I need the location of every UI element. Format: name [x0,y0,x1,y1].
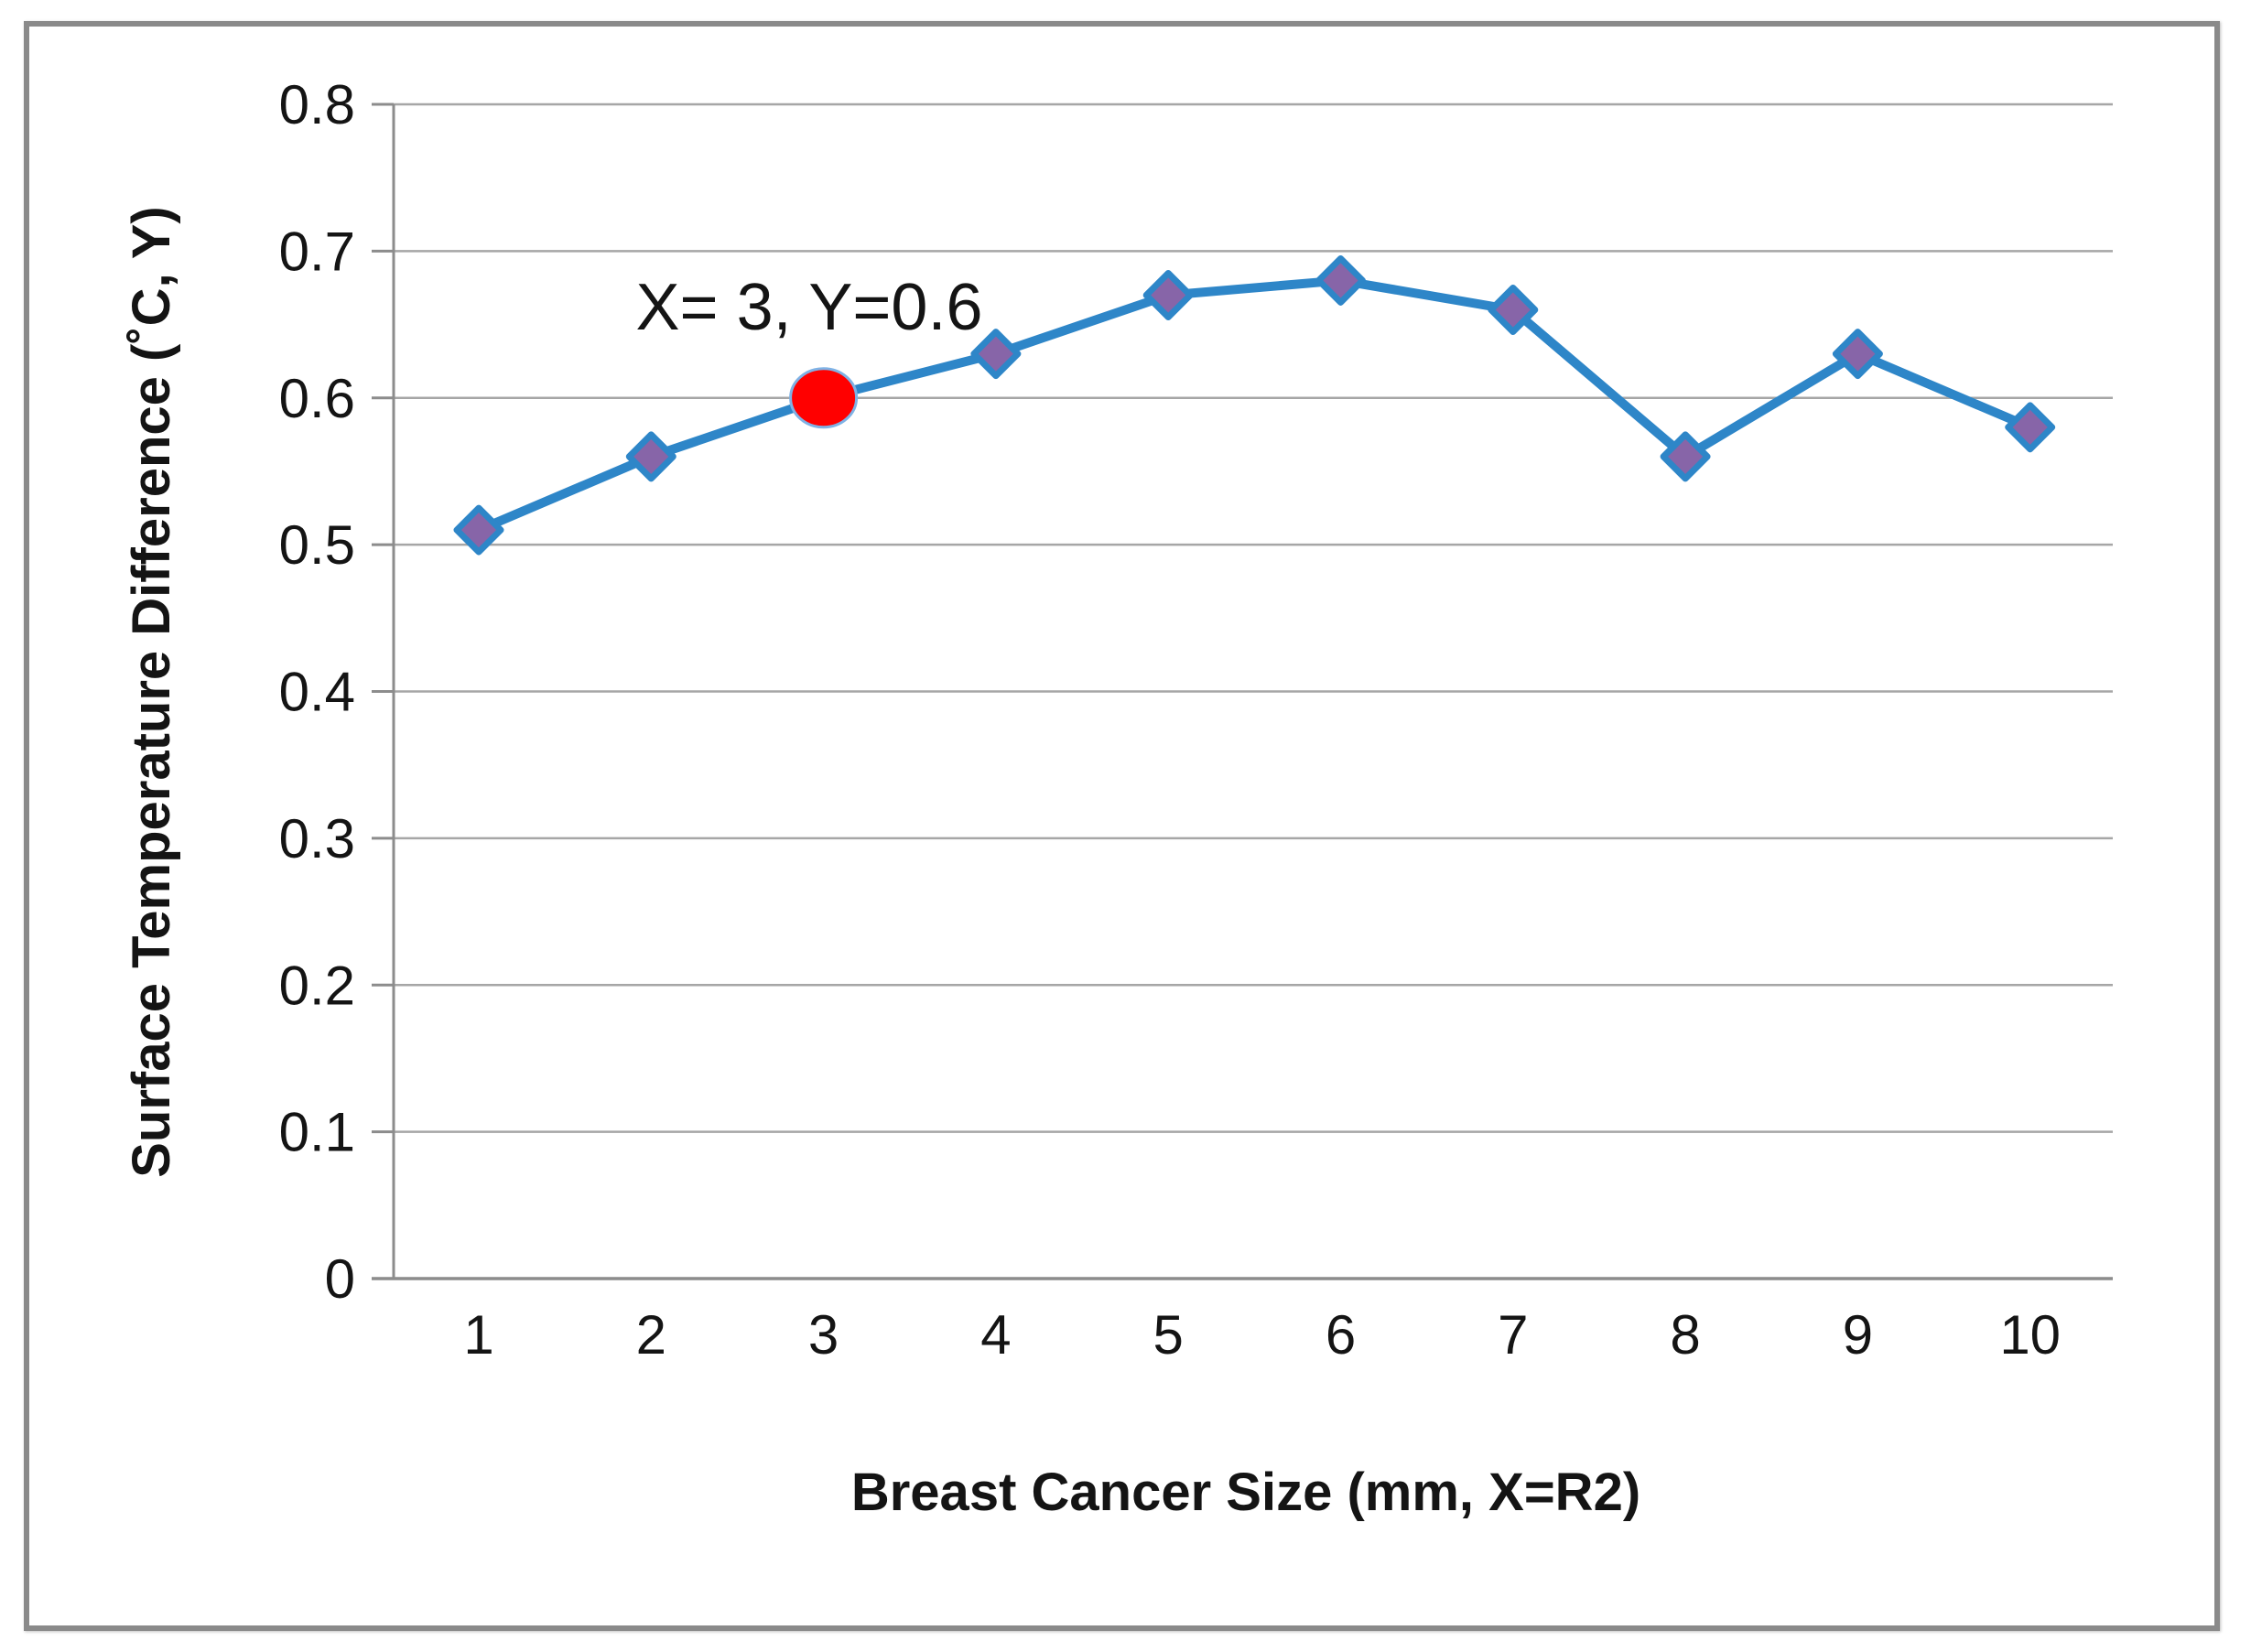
x-tick-label: 3 [808,1304,839,1366]
y-tick-label: 0.5 [279,514,355,576]
x-tick-label: 4 [980,1304,1011,1366]
data-point-marker [1660,431,1711,482]
data-point-marker [1832,329,1883,380]
x-tick-label: 1 [463,1304,493,1366]
y-tick-label: 0.3 [279,808,355,869]
y-tick-label: 0.8 [279,74,355,135]
chart-frame [24,21,2220,1631]
x-axis-title: Breast Cancer Size (mm, X=R2) [851,1463,1640,1522]
data-point-marker [970,329,1022,380]
x-tick-label: 2 [636,1304,666,1366]
y-axis-title: Surface Temperature Difference (˚C, Y) [122,206,181,1178]
y-tick-label: 0.4 [279,662,355,723]
data-point-marker [625,431,676,482]
x-tick-label: 8 [1670,1304,1700,1366]
data-point-marker [1488,285,1539,336]
x-tick-label: 5 [1153,1304,1184,1366]
x-tick-label: 10 [1999,1304,2061,1366]
series-line [474,275,2035,535]
data-point-marker [2005,402,2056,453]
x-tick-label: 9 [1843,1304,1873,1366]
x-tick-label: 6 [1326,1304,1356,1366]
y-tick-label: 0.1 [279,1102,355,1163]
data-point-marker [453,504,504,556]
y-tick-label: 0.6 [279,368,355,429]
annotation-label: X= 3, Y=0.6 [636,271,983,344]
highlight-point [789,367,859,429]
y-tick-label: 0.7 [279,221,355,282]
x-tick-label: 7 [1498,1304,1528,1366]
data-point-marker [1315,254,1366,306]
y-tick-label: 0.2 [279,955,355,1016]
data-point-marker [1142,269,1194,320]
y-tick-label: 0 [325,1248,355,1310]
